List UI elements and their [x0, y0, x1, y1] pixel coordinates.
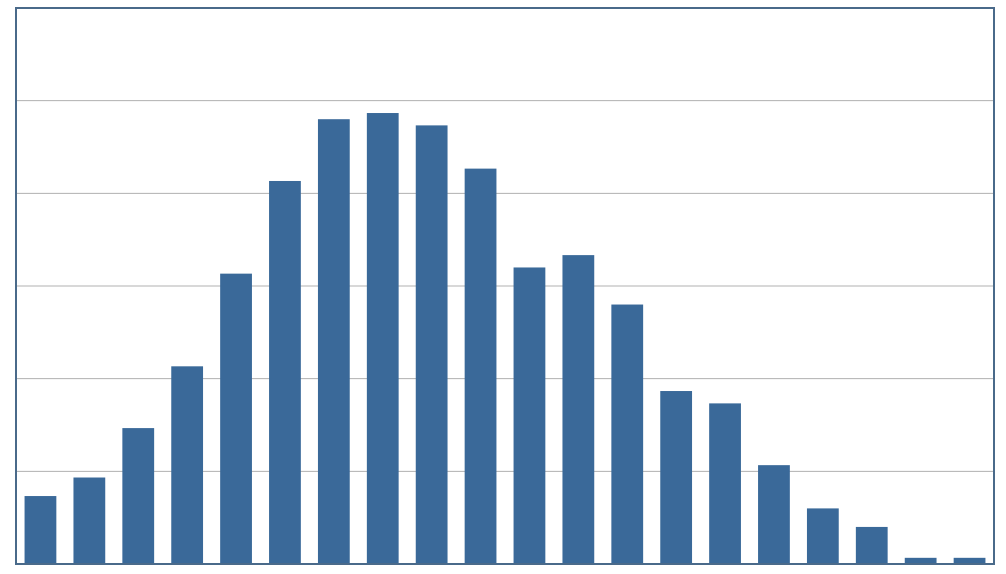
bar [122, 428, 154, 564]
bar [367, 113, 399, 564]
bar [514, 267, 546, 564]
bar [171, 366, 203, 564]
bar [220, 274, 252, 564]
bar [562, 255, 594, 564]
bar [611, 305, 643, 564]
bar [269, 181, 301, 564]
bar [73, 478, 105, 564]
histogram-chart [0, 0, 1006, 574]
bar [318, 119, 350, 564]
bar [465, 169, 497, 564]
bar [416, 125, 448, 564]
bar [25, 496, 57, 564]
bar [807, 508, 839, 564]
bar [660, 391, 692, 564]
bar [758, 465, 790, 564]
chart-canvas [0, 0, 1006, 574]
bar [856, 527, 888, 564]
bar [709, 403, 741, 564]
